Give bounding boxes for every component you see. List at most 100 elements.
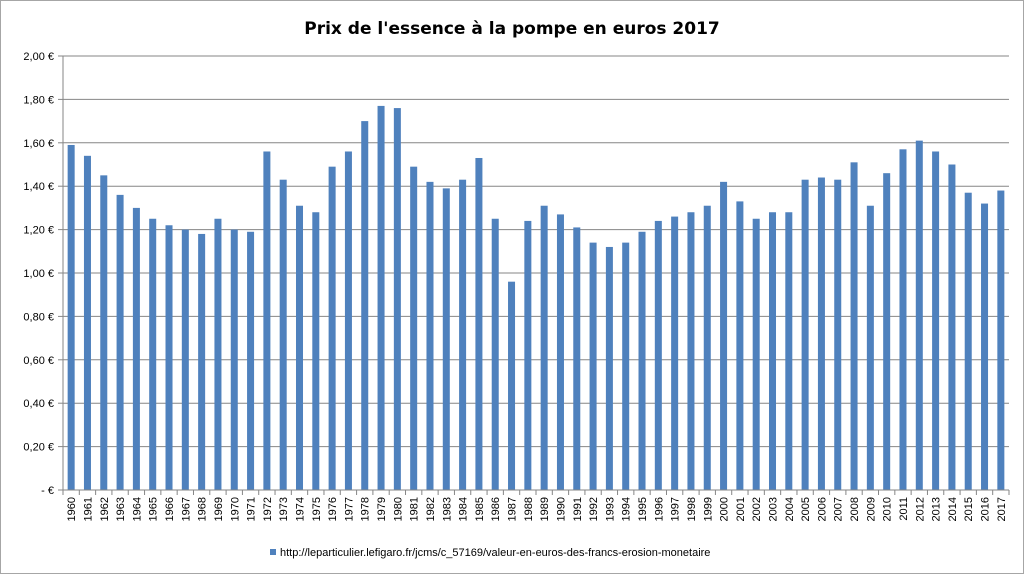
bar <box>736 201 744 490</box>
bar <box>573 227 581 490</box>
bar <box>720 181 728 491</box>
bar <box>116 194 124 490</box>
y-tick-label: 0,20 € <box>23 442 54 454</box>
x-tick-label: 1980 <box>392 497 404 521</box>
x-tick-label: 1973 <box>278 497 290 521</box>
y-tick-label: 1,40 € <box>23 181 54 193</box>
y-tick-label: 1,60 € <box>23 138 54 150</box>
bar <box>866 205 874 491</box>
x-tick-label: 1981 <box>409 497 421 521</box>
x-tick-label: 1975 <box>311 497 323 521</box>
bar <box>768 212 777 491</box>
x-tick-label: 1988 <box>523 497 535 521</box>
bar <box>328 166 336 491</box>
x-tick-label: 1994 <box>621 497 633 521</box>
bar <box>442 188 450 490</box>
x-tick-label: 1993 <box>604 497 616 521</box>
bar <box>622 242 630 490</box>
x-tick-label: 1960 <box>66 497 78 521</box>
y-tick-label: 1,20 € <box>23 225 54 237</box>
x-tick-label: 2010 <box>882 497 894 521</box>
bar <box>932 151 940 491</box>
bar <box>948 164 956 490</box>
x-tick-label: 1979 <box>376 497 388 521</box>
bar <box>279 179 287 490</box>
x-tick-label: 1963 <box>115 497 127 521</box>
x-axis-tick-labels: 1960 1961 1962 1963 1964 1965 1966 1967 1968 1969… <box>66 497 1008 521</box>
x-tick-label: 1992 <box>588 497 600 521</box>
bar <box>149 218 157 490</box>
bar <box>377 105 385 490</box>
x-tick-label: 1987 <box>507 497 519 521</box>
legend: http://leparticulier.lefigaro.fr/jcms/c_… <box>270 547 710 559</box>
x-tick-label: 1970 <box>229 497 241 521</box>
x-tick-label: 1989 <box>539 497 551 521</box>
bar <box>410 166 418 491</box>
bar <box>785 212 793 491</box>
bar <box>312 212 320 491</box>
bar <box>491 218 499 490</box>
bar <box>247 231 255 490</box>
bar <box>703 205 711 491</box>
x-tick-label: 2005 <box>800 497 812 521</box>
bar <box>752 218 760 490</box>
bar <box>981 203 989 490</box>
x-tick-label: 1999 <box>702 497 714 521</box>
bar <box>263 151 271 491</box>
x-tick-label: 1986 <box>490 497 502 521</box>
x-tick-label: 1974 <box>295 497 307 521</box>
bar <box>475 157 483 491</box>
x-tick-label: 1998 <box>686 497 698 521</box>
x-tick-label: 2017 <box>996 497 1008 521</box>
x-tick-label: 2007 <box>833 497 845 521</box>
x-tick-label: 1971 <box>246 497 258 521</box>
x-tick-label: 1962 <box>99 497 111 521</box>
y-tick-label: 0,60 € <box>23 355 54 367</box>
x-tick-label: 2013 <box>931 497 943 521</box>
y-axis-tick-labels: - € 0,20 € 0,40 € 0,60 € 0,80 € 1,00 € 1,20 € 1… <box>23 51 54 497</box>
bar <box>83 155 91 490</box>
bar <box>589 242 597 490</box>
x-tick-label: 1976 <box>327 497 339 521</box>
x-tick-label: 1966 <box>164 497 176 521</box>
x-tick-label: 2011 <box>898 497 910 521</box>
bar <box>638 231 646 490</box>
x-tick-label: 1978 <box>360 497 372 521</box>
bar <box>817 177 825 490</box>
bar <box>834 179 842 490</box>
x-tick-label: 1984 <box>458 497 470 521</box>
x-tick-label: 2004 <box>784 497 796 521</box>
bar <box>214 218 222 490</box>
x-tick-label: 2012 <box>914 497 926 521</box>
x-tick-label: 2016 <box>980 497 992 521</box>
axes <box>62 56 1009 491</box>
bar <box>915 140 923 490</box>
bar <box>508 281 516 490</box>
bar <box>426 181 434 491</box>
chart-title: Prix de l'essence à la pompe en euros 20… <box>304 19 720 39</box>
x-tick-label: 2000 <box>719 497 731 521</box>
y-tick-label: 1,80 € <box>23 94 54 106</box>
bar <box>295 205 304 491</box>
x-tick-label: 1991 <box>572 497 584 521</box>
y-tick-label: 0,40 € <box>23 398 54 410</box>
x-tick-label: 1964 <box>131 497 143 521</box>
bar <box>198 233 206 490</box>
x-tick-label: 2015 <box>963 497 975 521</box>
x-tick-label: 1968 <box>197 497 209 521</box>
bar <box>997 190 1005 491</box>
bar <box>654 220 662 491</box>
x-tick-label: 2001 <box>735 497 747 521</box>
bar <box>181 229 189 490</box>
y-tick-label: - € <box>41 485 54 497</box>
bar <box>605 246 613 490</box>
x-tick-label: 1997 <box>670 497 682 521</box>
x-tick-label: 1965 <box>148 497 160 521</box>
bar <box>540 205 548 491</box>
bar <box>850 162 858 490</box>
bar <box>899 149 907 490</box>
bar <box>459 179 467 490</box>
bar <box>556 214 564 490</box>
